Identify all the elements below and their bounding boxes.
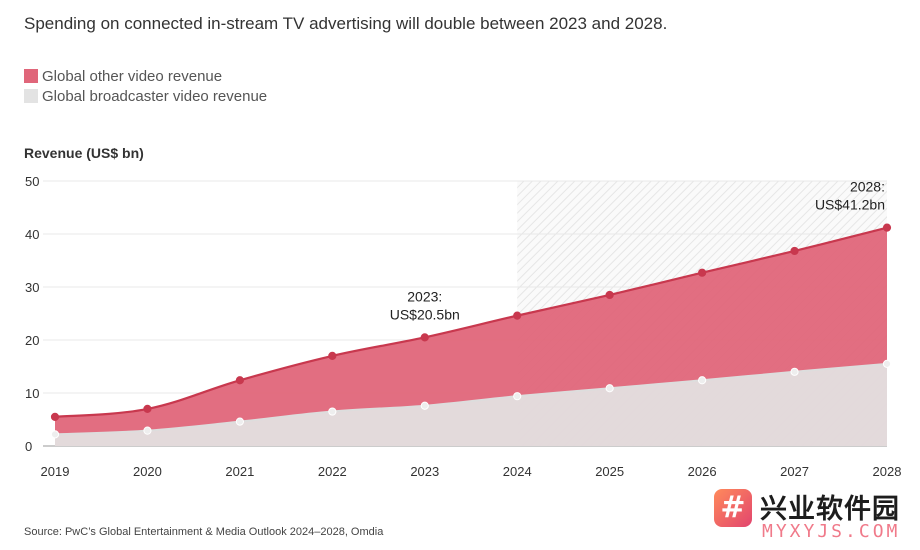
x-tick-label-2023: 2023	[410, 464, 439, 479]
watermark-logo-icon: #	[714, 489, 752, 527]
x-tick-label-2022: 2022	[318, 464, 347, 479]
annotation-2023-line-0: 2023:	[407, 288, 442, 304]
y-tick-labels: 0 10 20 30 40 50	[25, 174, 39, 454]
point-other-video-2027	[790, 246, 799, 256]
y-axis-title: Revenue (US$ bn)	[24, 145, 144, 161]
point-other-video-2020	[143, 404, 152, 413]
point-other-video-2023	[420, 333, 429, 342]
point-broadcaster-video-2019	[50, 430, 60, 439]
point-broadcaster-video-2021	[235, 417, 244, 426]
point-other-video-2021	[235, 376, 244, 385]
x-tick-label-2026: 2026	[688, 464, 717, 479]
point-broadcaster-video-2020	[143, 426, 152, 435]
point-other-video-2025	[605, 290, 614, 300]
point-broadcaster-video-2027	[790, 367, 799, 376]
legend-item-broadcaster-video: Global broadcaster video revenue	[24, 86, 267, 106]
y-tick-label-10: 10	[25, 386, 39, 401]
x-tick-label-2028: 2028	[873, 464, 902, 479]
x-tick-label-2019: 2019	[41, 464, 70, 479]
x-tick-label-2020: 2020	[133, 464, 162, 479]
point-broadcaster-video-2026	[698, 376, 707, 385]
point-other-video-2019	[50, 412, 60, 421]
legend-swatch-other-video	[24, 69, 38, 83]
point-broadcaster-video-2025	[605, 384, 614, 393]
y-tick-label-40: 40	[25, 227, 39, 242]
area-broadcaster-video	[55, 363, 887, 446]
annotation-2028-line-0: 2028:	[850, 179, 885, 195]
area-chart: 0 10 20 30 40 50 2019 2020 2021 2022 2023 2024 2025…	[25, 174, 902, 479]
line-other-video	[54, 226, 888, 418]
x-tick-label-2021: 2021	[225, 464, 254, 479]
series-lines	[54, 226, 888, 436]
series-points	[50, 223, 892, 439]
legend-label-other-video: Global other video revenue	[42, 67, 223, 85]
point-other-video-2028	[882, 223, 892, 232]
chart-subtitle: Spending on connected in-stream TV adver…	[24, 14, 668, 33]
legend-label-broadcaster-video: Global broadcaster video revenue	[42, 87, 268, 105]
point-broadcaster-video-2024	[513, 392, 522, 401]
watermark-site: MYXYJS.COM	[762, 521, 901, 542]
y-tick-label-20: 20	[25, 333, 39, 348]
point-broadcaster-video-2028	[882, 359, 892, 368]
y-tick-label-0: 0	[25, 439, 32, 454]
annotations: 2023: US$20.5bn 2028: US$41.2bn	[390, 179, 885, 323]
y-tick-label-30: 30	[25, 280, 39, 295]
x-tick-label-2027: 2027	[780, 464, 809, 479]
point-other-video-2024	[513, 311, 522, 320]
watermark: # 兴业软件园 MYXYJS.COM	[714, 487, 914, 543]
source-note: Source: PwC’s Global Entertainment & Med…	[24, 526, 384, 538]
point-broadcaster-video-2022	[328, 407, 337, 416]
point-other-video-2026	[698, 268, 707, 277]
point-broadcaster-video-2023	[420, 401, 429, 410]
annotation-2023-line-1: US$20.5bn	[390, 306, 460, 322]
annotation-2028-line-1: US$41.2bn	[815, 197, 885, 213]
series-areas	[55, 227, 887, 446]
watermark-title: 兴业软件园	[760, 494, 900, 525]
legend-item-other-video: Global other video revenue	[24, 66, 267, 86]
x-tick-label-2025: 2025	[595, 464, 624, 479]
y-tick-label-50: 50	[25, 174, 39, 189]
legend-swatch-broadcaster-video	[24, 89, 38, 103]
x-tick-labels: 2019 2020 2021 2022 2023 2024 2025 2026 2027 2028	[41, 464, 902, 479]
x-tick-label-2024: 2024	[503, 464, 532, 479]
line-broadcaster-video	[54, 362, 888, 436]
chart-legend: Global other video revenue Global broadc…	[24, 66, 267, 106]
point-other-video-2022	[328, 351, 337, 360]
